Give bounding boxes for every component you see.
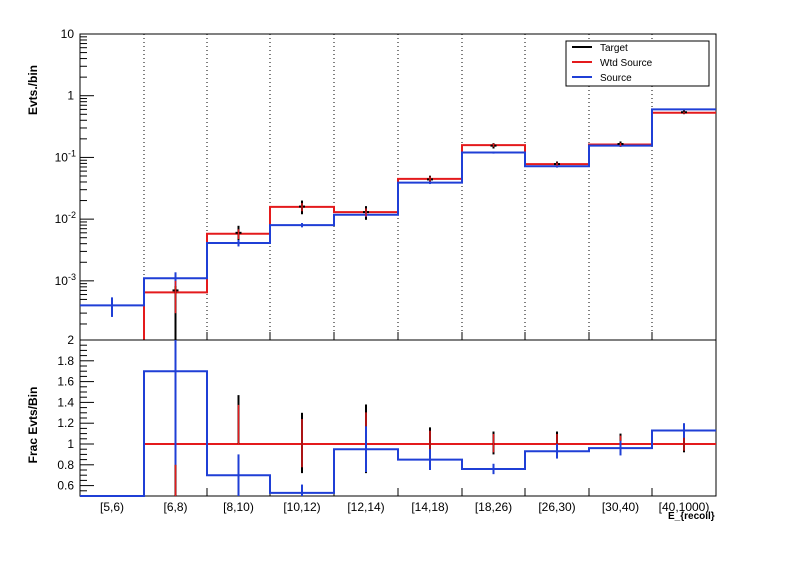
y-tick-label: 0.6 <box>57 479 74 493</box>
x-tick-label: [12,14) <box>347 500 384 514</box>
x-tick-label: [40,1000) <box>659 500 710 514</box>
legend-label-wtd-source: Wtd Source <box>600 58 653 69</box>
bottom-panel: 0.6 0.8 1 1.2 1.4 1.6 1.8 2 [5,6) [6,8) [8,10) [10,… <box>57 333 717 514</box>
bottom-ylabel: Frac Evts/Bin <box>26 387 40 464</box>
source-ratio-step <box>80 370 716 497</box>
y-tick-label: 1 <box>67 437 74 451</box>
legend-label-source: Source <box>600 73 632 84</box>
legend: Target Wtd Source Source <box>565 40 710 87</box>
x-tick-label: [6,8) <box>163 500 187 514</box>
y-tick-label: 0.8 <box>57 458 74 472</box>
y-tick-label: 10 <box>61 27 75 41</box>
source-step <box>80 108 716 307</box>
y-tick-label: 10-2 <box>55 210 76 226</box>
x-tick-label: [18,26) <box>475 500 512 514</box>
y-tick-label: 10-3 <box>55 272 76 288</box>
x-tick-label: [10,12) <box>283 500 320 514</box>
x-axis-title: E_{recoil} <box>668 511 715 522</box>
y-tick-label: 10-1 <box>55 148 76 164</box>
x-tick-label: [26,30) <box>538 500 575 514</box>
x-tick-label: [30,40) <box>602 500 639 514</box>
wtd-source-step <box>143 111 716 340</box>
y-tick-label: 1 <box>67 89 74 103</box>
x-tick-label: [5,6) <box>100 500 124 514</box>
y-tick-label: 1.4 <box>57 395 74 409</box>
legend-label-target: Target <box>600 43 628 54</box>
y-tick-label: 1.6 <box>57 375 74 389</box>
y-tick-label: 1.8 <box>57 354 74 368</box>
top-panel: 10 1 10-1 10-2 10-3 <box>55 27 717 341</box>
y-tick-label: 1.2 <box>57 416 74 430</box>
x-tick-label: [14,18) <box>411 500 448 514</box>
y-tick-label: 2 <box>67 333 74 347</box>
x-tick-label: [8,10) <box>223 500 254 514</box>
top-ylabel: Evts./bin <box>26 65 40 115</box>
